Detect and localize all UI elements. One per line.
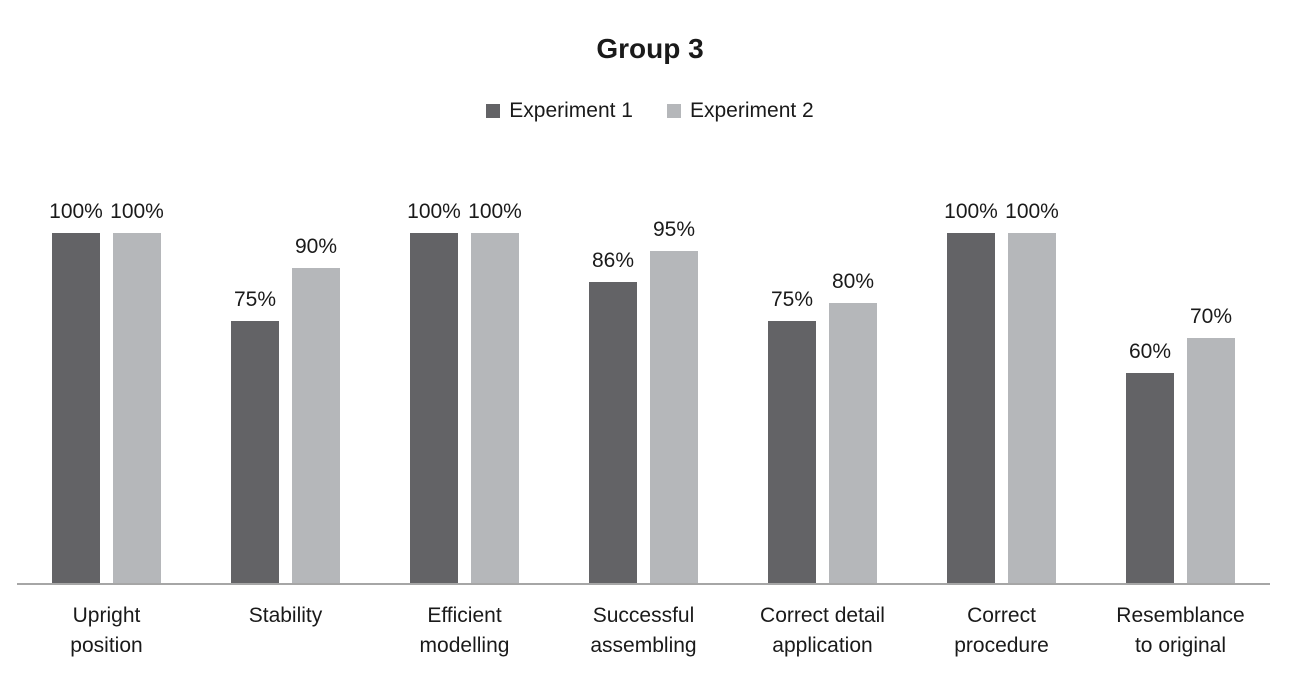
bar-experiment-1: 86% [589,249,637,583]
bar-group: 100% 100% [375,200,554,583]
legend: Experiment 1 Experiment 2 [0,98,1300,123]
bar-group: 60% 70% [1091,233,1270,583]
bar-experiment-2: 100% [110,200,164,583]
bar-experiment-1: 75% [768,288,816,583]
bar-experiment-2: 95% [650,218,698,583]
value-label: 60% [1128,340,1172,363]
category-label: Efficient modelling [419,604,510,657]
legend-item-experiment-2: Experiment 2 [667,99,814,123]
value-label: 75% [770,287,814,311]
category-axis: Upright position Stability Efficient model… [17,601,1270,661]
bar-experiment-1: 100% [407,200,461,583]
value-label: 80% [831,270,875,293]
category-label: Correct procedure [954,604,1049,657]
bar-experiment-1: 100% [49,200,103,583]
value-label: 70% [1189,305,1233,328]
value-label: 100% [1005,200,1059,223]
legend-swatch-experiment-2-icon [667,103,681,118]
value-label: 75% [233,287,277,311]
legend-item-experiment-1: Experiment 1 [486,99,633,123]
bar-experiment-2: 90% [292,235,340,583]
value-label: 95% [652,217,696,241]
value-label: 100% [110,200,164,223]
value-label: 100% [944,200,998,223]
category-label: Successful assembling [590,604,697,657]
bar-group: 75% 80% [733,233,912,583]
legend-label-experiment-1: Experiment 1 [509,98,633,122]
bar-experiment-2: 100% [1005,200,1059,583]
value-label: 86% [591,249,635,272]
value-label: 100% [49,200,103,223]
value-label: 100% [407,200,461,223]
category-label: Stability [248,604,323,627]
bar-experiment-1: 60% [1126,340,1174,583]
x-axis-line [17,583,1270,585]
bar-group: 86% 95% [554,218,733,583]
bar-group: 75% 90% [196,233,375,583]
plot-area: 100% 100% 75% 90% 100% 100% 86% 95% 75% 80% 100% 10… [17,200,1270,583]
value-label: 90% [294,235,338,258]
category-label: Resemblance to original [1116,604,1245,657]
bar-group: 100% 100% [912,200,1091,583]
bar-experiment-2: 70% [1187,305,1235,583]
legend-label-experiment-2: Experiment 2 [690,98,814,122]
legend-swatch-experiment-1-icon [486,103,501,118]
bar-experiment-2: 80% [829,270,877,583]
category-label: Correct detail application [760,604,885,657]
bar-experiment-1: 100% [944,200,998,583]
bar-experiment-2: 100% [468,200,522,583]
bar-experiment-1: 75% [231,288,279,583]
category-label: Upright position [70,604,143,657]
bar-group: 100% 100% [17,200,196,583]
chart-title: Group 3 [596,33,704,64]
value-label: 100% [468,200,522,223]
